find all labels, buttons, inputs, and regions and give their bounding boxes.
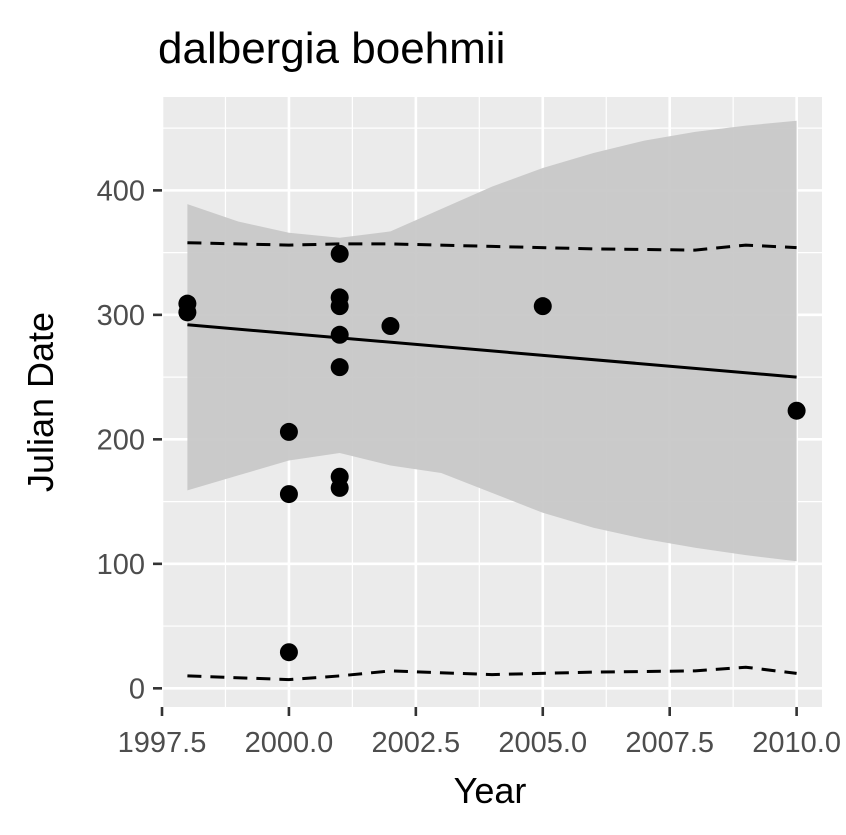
data-point	[279, 643, 298, 662]
chart-title: dalbergia boehmii	[158, 24, 505, 73]
data-point	[381, 317, 400, 336]
x-tick-label: 2005.0	[498, 727, 587, 759]
data-point	[533, 297, 552, 316]
y-tick-label: 0	[129, 673, 145, 705]
y-tick-label: 300	[97, 300, 145, 332]
confidence-ribbon-layer	[187, 120, 797, 562]
confidence-ribbon	[187, 120, 797, 562]
data-point	[787, 401, 806, 420]
x-tick-label: 2010.0	[752, 727, 841, 759]
x-tick-label: 2002.5	[371, 727, 460, 759]
axes-layer: 1997.5 2000.0 2002.5 2005.0 2007.5 2010.0 0 100…	[97, 175, 841, 759]
trend-line	[187, 323, 797, 379]
y-tick-label: 100	[97, 549, 145, 581]
y-tick-label: 400	[97, 175, 145, 207]
y-tick-label: 200	[97, 424, 145, 456]
data-point	[279, 422, 298, 441]
x-tick-label: 2007.5	[625, 727, 714, 759]
x-tick-label: 2000.0	[245, 727, 334, 759]
data-point	[330, 358, 349, 377]
y-axis-title: Julian Date	[20, 312, 61, 492]
data-point	[330, 244, 349, 263]
x-axis-title: Year	[454, 770, 527, 811]
data-point	[330, 325, 349, 344]
data-point	[178, 303, 197, 322]
x-tick-label: 1997.5	[118, 727, 207, 759]
data-point	[279, 485, 298, 504]
upper-quantile-line	[187, 241, 797, 252]
data-point	[330, 478, 349, 497]
data-point	[330, 297, 349, 316]
lower-quantile-line	[187, 665, 797, 682]
lines-layer	[187, 241, 797, 682]
points-layer	[178, 244, 806, 662]
